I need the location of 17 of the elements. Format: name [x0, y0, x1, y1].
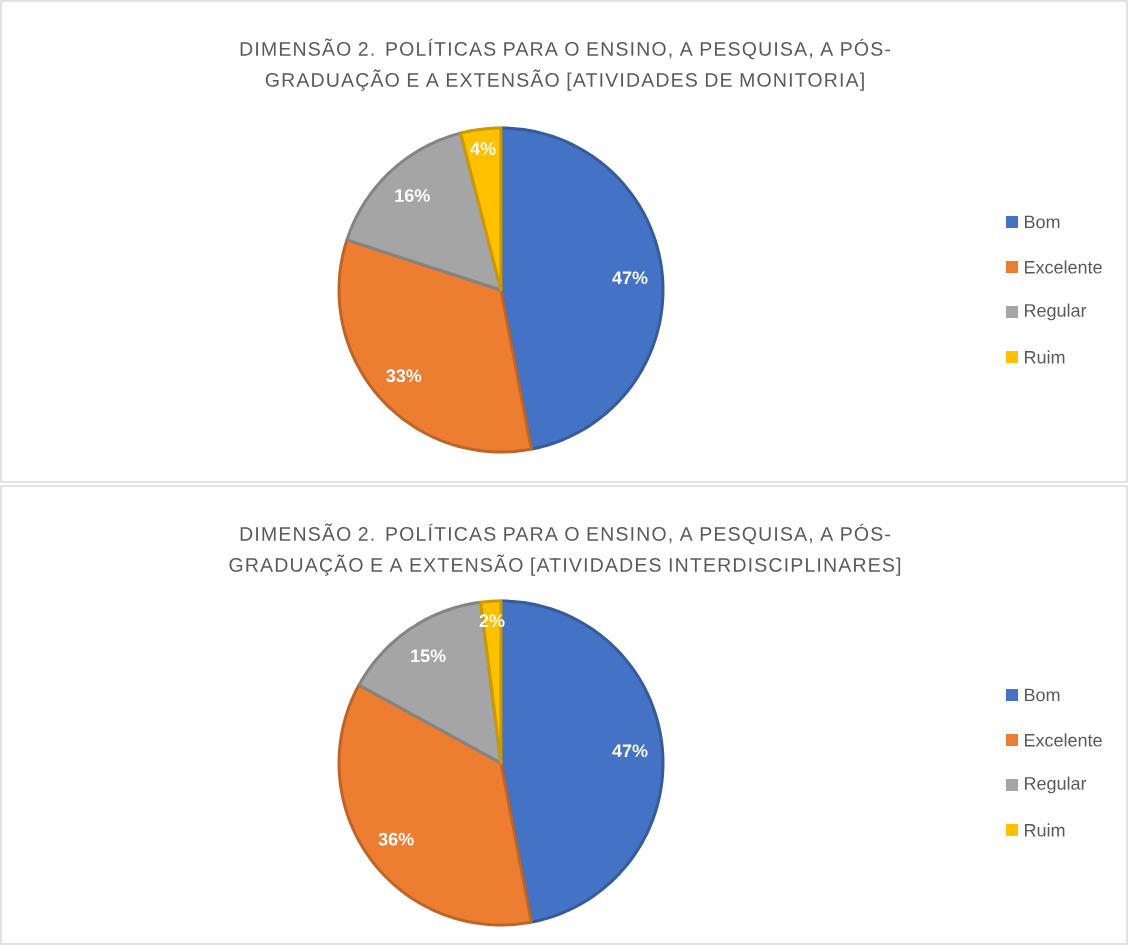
chart-title: DIMENSÃO 2. POLÍTICAS PARA O ENSINO, A PESQUISA, A PÓS-GRADUAÇÃO E A EXTENSÃO [ATIVIDADES INTERDISCIPLINARES]: [229, 523, 901, 576]
data-label: 47%: [612, 744, 648, 758]
data-label: 4%: [470, 142, 496, 155]
data-label: 15%: [411, 649, 446, 663]
legend-label: Excelente: [1025, 733, 1102, 747]
legend-label: Bom: [1025, 215, 1060, 229]
legend-label: Bom: [1025, 688, 1060, 702]
legend-label: Excelente: [1025, 260, 1102, 274]
data-label: 16%: [395, 189, 430, 202]
data-label: 47%: [612, 271, 648, 285]
legend-label: Ruim: [1025, 823, 1065, 837]
legend-label: Ruim: [1025, 350, 1065, 364]
data-label: 33%: [386, 369, 422, 383]
legend-label: Regular: [1025, 303, 1087, 321]
data-label: 36%: [378, 832, 414, 846]
legend-label: Regular: [1025, 776, 1087, 794]
chart-title: DIMENSÃO 2. POLÍTICAS PARA O ENSINO, A PESQUISA, A PÓS-GRADUAÇÃO E A EXTENSÃO [ATIVIDADES DE MONITORIA]: [240, 38, 891, 91]
